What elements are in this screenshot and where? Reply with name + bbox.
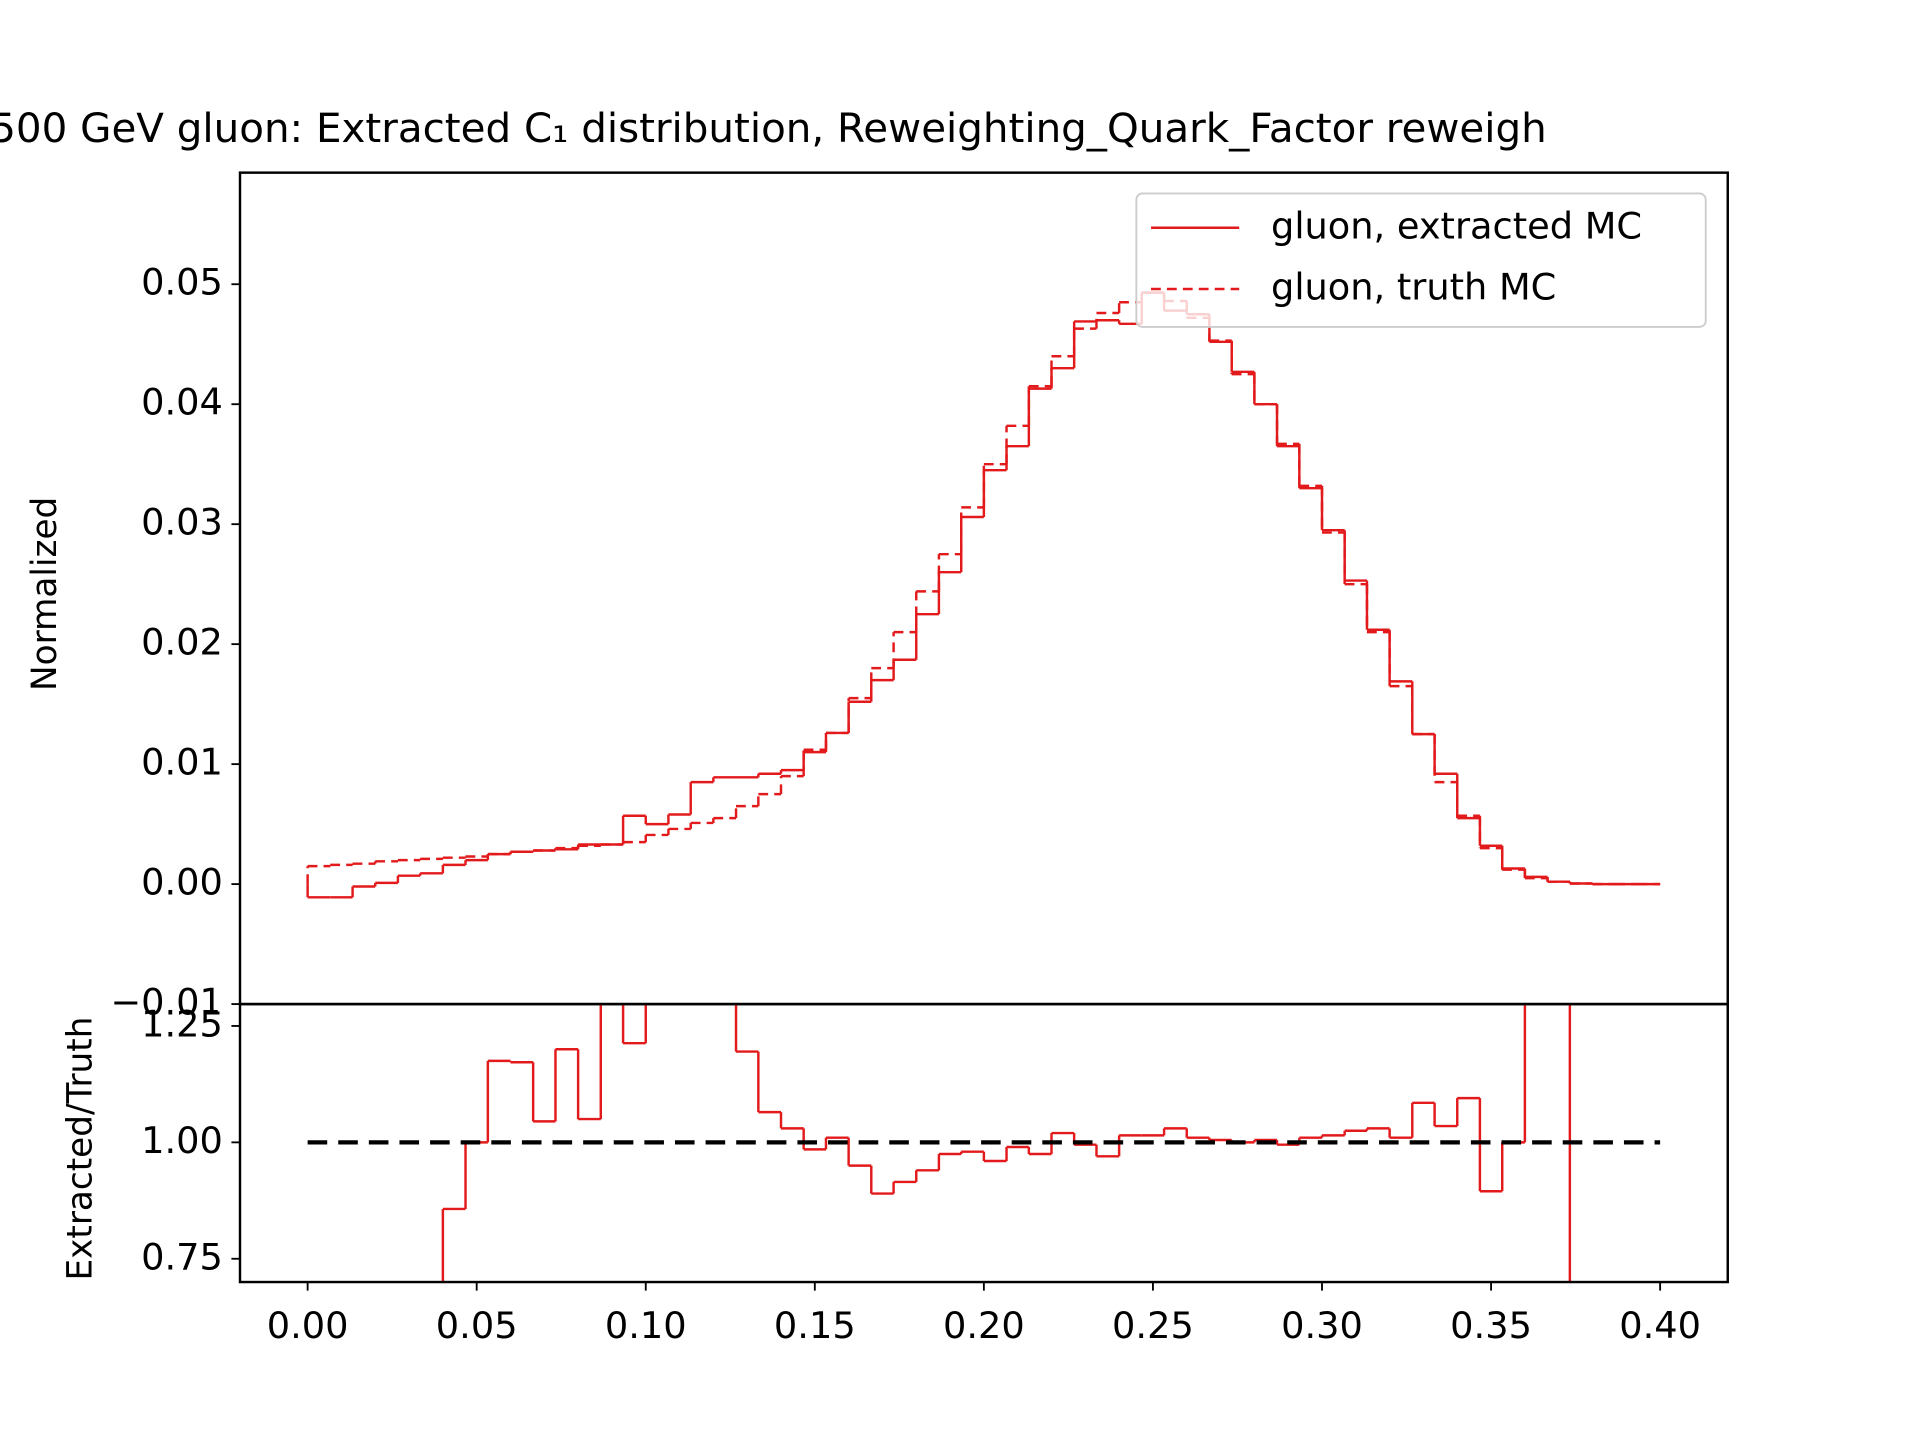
y-tick-label: 0.75 bbox=[141, 1235, 223, 1278]
y-tick-label: 0.00 bbox=[141, 861, 223, 904]
legend-label: gluon, extracted MC bbox=[1271, 204, 1642, 247]
y-tick-label: 0.05 bbox=[141, 261, 223, 304]
y-tick-label: 1.25 bbox=[141, 1002, 223, 1045]
plot-area bbox=[307, 1004, 1661, 1283]
y-axis-label: Normalized bbox=[25, 497, 65, 691]
chart-title: 500 GeV gluon: Extracted C₁ distribution… bbox=[0, 104, 1547, 152]
y-axis-label: Extracted/Truth bbox=[61, 1017, 101, 1281]
x-tick-label: 0.05 bbox=[436, 1304, 518, 1347]
y-tick-label: −0.01 bbox=[110, 981, 223, 1024]
x-tick-label: 0.35 bbox=[1450, 1304, 1532, 1347]
x-tick-label: 0.20 bbox=[943, 1304, 1025, 1347]
y-tick-label: 1.00 bbox=[141, 1119, 223, 1162]
axes-frame bbox=[238, 1002, 1729, 1284]
x-tick-label: 0.25 bbox=[1112, 1304, 1194, 1347]
x-tick-label: 0.40 bbox=[1619, 1304, 1701, 1347]
x-tick-label: 0.10 bbox=[605, 1304, 687, 1347]
x-tick-label: 0.15 bbox=[774, 1304, 856, 1347]
x-tick-label: 0.30 bbox=[1281, 1304, 1363, 1347]
legend-box bbox=[1135, 192, 1707, 328]
y-tick-label: 0.01 bbox=[141, 741, 223, 784]
plot-area bbox=[306, 291, 1661, 899]
x-tick-label: 0.00 bbox=[267, 1304, 349, 1347]
y-tick-label: 0.04 bbox=[141, 381, 223, 424]
y-tick-label: 0.02 bbox=[141, 621, 223, 664]
legend-label: gluon, truth MC bbox=[1271, 265, 1556, 308]
y-tick-label: 0.03 bbox=[141, 501, 223, 544]
